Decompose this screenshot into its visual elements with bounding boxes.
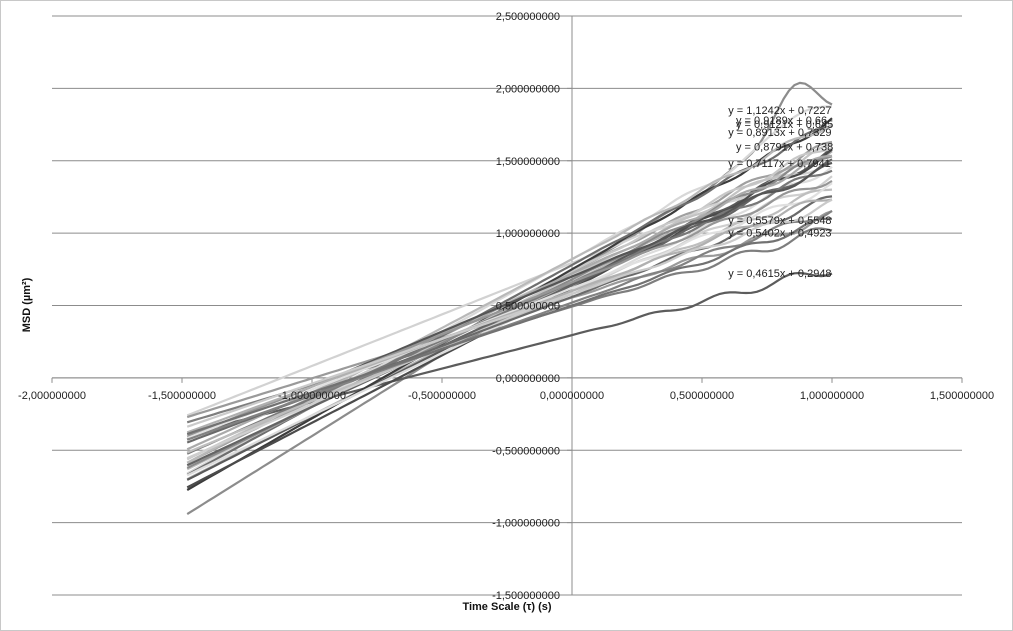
y-tick-labels: 2,500000000 2,000000000 1,500000000 1,00000… (492, 11, 560, 602)
trendline-equation-5: y = 0,7117x + 0,7941 (728, 158, 831, 170)
series-line-28 (186, 198, 833, 428)
x-tick-labels: -2,000000000 -1,500000000 -1,000000000 -0,5… (18, 390, 994, 402)
x-tick-label-7: 1,500000000 (930, 390, 994, 402)
y-tick-label-0: 2,500000000 (496, 11, 560, 23)
series-line-24 (186, 182, 833, 440)
series-line-20 (186, 175, 833, 460)
series-line-26 (186, 198, 833, 434)
y-tick-label-4: 0,500000000 (496, 301, 560, 313)
y-tick-label-1: 2,000000000 (496, 83, 560, 95)
series-line-29 (186, 217, 833, 436)
x-tick-label-0: -2,000000000 (18, 390, 86, 402)
y-tick-label-5: 0,000000000 (496, 373, 560, 385)
x-tick-label-6: 1,000000000 (800, 390, 864, 402)
x-tick-label-3: -0,500000000 (408, 390, 476, 402)
trendline-equation-2: y = 0,9121x + 0,645 (736, 119, 833, 131)
y-tick-label-8: -1,500000000 (492, 590, 560, 602)
trendline-equation-7: y = 0,5402x + 0,4923 (728, 227, 831, 239)
trendline-equation-6: y = 0,5579x + 0,5548 (728, 215, 831, 227)
trendline-equation-0: y = 1,1242x + 0,7227 (728, 105, 831, 117)
trendline-equation-8: y = 0,4615x + 0,2948 (728, 268, 831, 280)
x-tick-label-2: -1,000000000 (278, 390, 346, 402)
y-axis-title: MSD (µm²) (21, 277, 33, 332)
series-line-19 (186, 169, 833, 455)
y-tick-label-2: 1,500000000 (496, 156, 560, 168)
x-axis-title: Time Scale (τ) (s) (462, 601, 551, 613)
series-line-9 (186, 117, 833, 491)
y-tick-label-6: -0,500000000 (492, 445, 560, 457)
x-tick-label-4: 0,000000000 (540, 390, 604, 402)
trendline-equation-3: y = 0,8913x + 0,7329 (728, 127, 831, 139)
y-tick-label-7: -1,000000000 (492, 518, 560, 530)
series-lines (186, 81, 833, 516)
x-tick-label-1: -1,500000000 (148, 390, 216, 402)
series-line-27 (186, 209, 833, 441)
trendline-equation-1: y = 0,9189x + 0,66 (736, 115, 827, 127)
trendline-equation-4: y = 0,8791x + 0,738 (736, 141, 833, 153)
x-tick-label-5: 0,500000000 (670, 390, 734, 402)
y-tick-label-3: 1,000000000 (496, 228, 560, 240)
